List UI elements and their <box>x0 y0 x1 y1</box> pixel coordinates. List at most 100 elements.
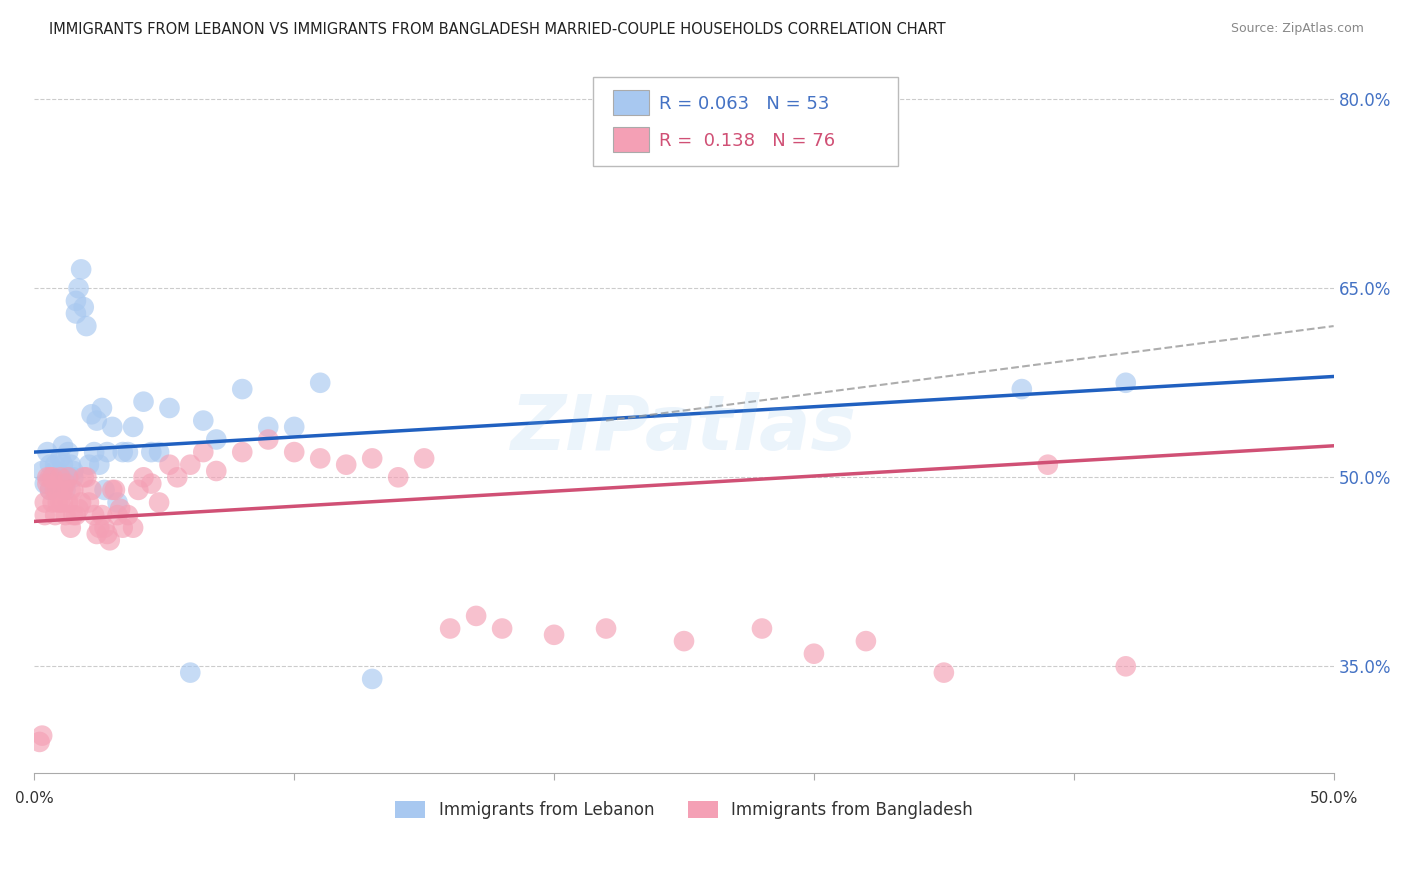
Point <box>205 464 228 478</box>
Point <box>141 476 163 491</box>
Point <box>56 470 79 484</box>
Point <box>127 483 149 497</box>
Point <box>37 445 59 459</box>
Point <box>62 508 84 522</box>
Point <box>122 420 145 434</box>
Point <box>56 495 79 509</box>
Point <box>55 476 77 491</box>
Point <box>231 445 253 459</box>
Point <box>44 483 66 497</box>
Point <box>465 608 488 623</box>
Point <box>41 470 63 484</box>
Point <box>44 508 66 522</box>
Point <box>101 483 124 497</box>
Point <box>1115 376 1137 390</box>
Point <box>80 407 103 421</box>
Point <box>179 665 201 680</box>
Point <box>91 401 114 415</box>
Point <box>117 445 139 459</box>
Point <box>361 451 384 466</box>
Point <box>46 476 69 491</box>
Point <box>159 401 181 415</box>
Point <box>65 306 87 320</box>
Point <box>39 483 62 497</box>
Point <box>413 451 436 466</box>
Point <box>205 433 228 447</box>
Point <box>141 445 163 459</box>
Point <box>89 458 111 472</box>
Point <box>37 476 59 491</box>
Point <box>56 470 79 484</box>
Point <box>49 451 72 466</box>
Point <box>67 281 90 295</box>
Point <box>283 420 305 434</box>
Point <box>52 483 75 497</box>
Point <box>803 647 825 661</box>
Point <box>55 483 77 497</box>
Point <box>751 622 773 636</box>
Point <box>104 483 127 497</box>
Point <box>62 483 84 497</box>
Point <box>65 293 87 308</box>
Point <box>1036 458 1059 472</box>
Point <box>56 445 79 459</box>
Point <box>159 458 181 472</box>
Point <box>132 394 155 409</box>
Point <box>28 735 51 749</box>
Bar <box>613 127 650 153</box>
Point <box>39 483 62 497</box>
Point <box>77 495 100 509</box>
Point <box>62 464 84 478</box>
Point <box>34 495 56 509</box>
Point <box>491 622 513 636</box>
Point <box>108 501 131 516</box>
Point <box>309 376 332 390</box>
Point <box>96 445 118 459</box>
Point <box>73 300 96 314</box>
Point <box>283 445 305 459</box>
Point <box>75 470 97 484</box>
Point <box>439 622 461 636</box>
Point <box>93 483 115 497</box>
Point <box>93 521 115 535</box>
Point <box>75 319 97 334</box>
Point <box>49 495 72 509</box>
Point <box>148 495 170 509</box>
Point <box>52 495 75 509</box>
Point <box>44 464 66 478</box>
Point <box>70 495 93 509</box>
Point <box>59 521 82 535</box>
Point <box>41 495 63 509</box>
Point <box>83 445 105 459</box>
Point <box>62 470 84 484</box>
Point <box>166 470 188 484</box>
Point <box>111 445 134 459</box>
Point <box>132 470 155 484</box>
Point <box>34 476 56 491</box>
Text: IMMIGRANTS FROM LEBANON VS IMMIGRANTS FROM BANGLADESH MARRIED-COUPLE HOUSEHOLDS : IMMIGRANTS FROM LEBANON VS IMMIGRANTS FR… <box>49 22 946 37</box>
Point <box>932 665 955 680</box>
Point <box>70 262 93 277</box>
Point <box>179 458 201 472</box>
Point <box>39 470 62 484</box>
Point <box>49 470 72 484</box>
Point <box>44 458 66 472</box>
Point <box>855 634 877 648</box>
Point <box>49 470 72 484</box>
Point <box>193 445 215 459</box>
Point <box>73 470 96 484</box>
Point <box>41 470 63 484</box>
Point <box>86 527 108 541</box>
Point <box>34 508 56 522</box>
Bar <box>613 89 650 115</box>
Text: R =  0.138   N = 76: R = 0.138 N = 76 <box>659 132 835 150</box>
Point <box>46 483 69 497</box>
Point <box>107 508 129 522</box>
Point <box>59 458 82 472</box>
Point <box>148 445 170 459</box>
Point <box>543 628 565 642</box>
Point <box>1011 382 1033 396</box>
Point <box>335 458 357 472</box>
FancyBboxPatch shape <box>593 77 898 167</box>
Point <box>101 420 124 434</box>
